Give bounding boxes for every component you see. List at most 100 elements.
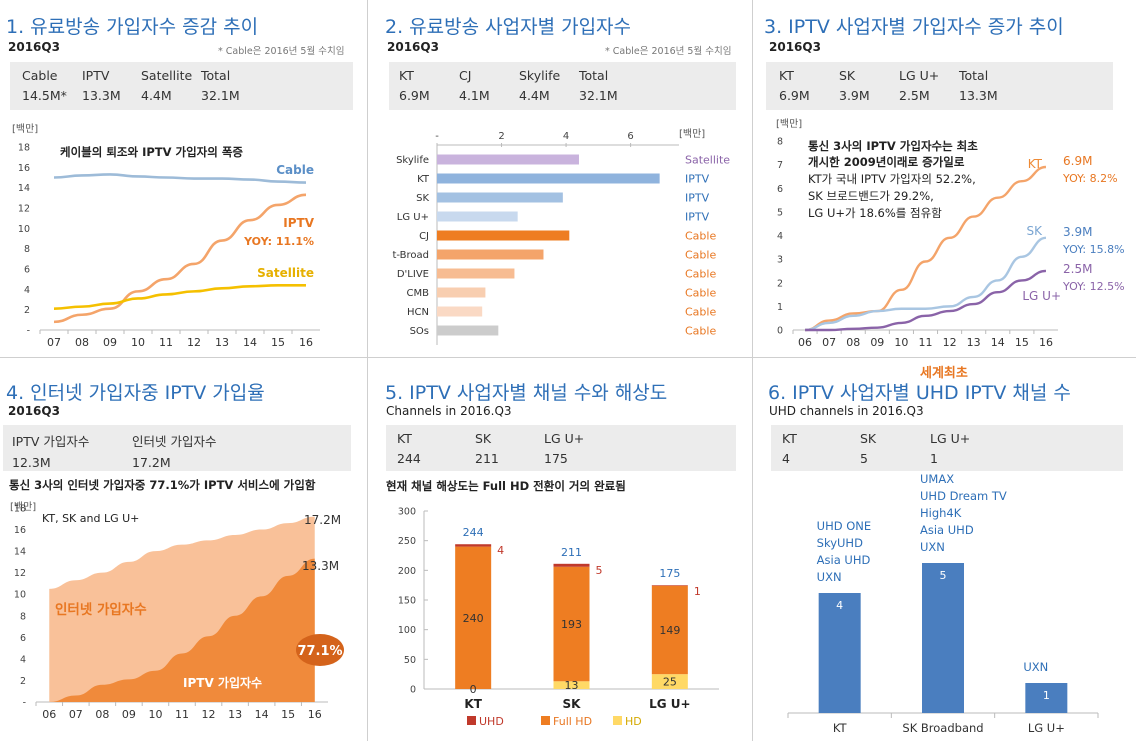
type-label: Cable (685, 306, 716, 319)
divider (367, 0, 368, 741)
bar (1025, 683, 1068, 713)
panel-title: 1. 유료방송 가입자수 증감 추이 (6, 16, 259, 38)
stat-label: Satellite (141, 68, 193, 83)
stat-value: 211 (475, 451, 499, 466)
stat-sk: SK 211 (475, 431, 499, 466)
bar-fullhd (651, 585, 688, 675)
channel-name: UXN (817, 570, 842, 584)
panel-title: 4. 인터넷 가입자중 IPTV 가입율 (6, 382, 265, 404)
y-tick-label: 200 (398, 566, 416, 577)
stat-value: 4.4M (519, 88, 550, 103)
chart-uhd-channels: 4 KT UHD ONE SkyUHD Asia UHD UXN 5 SK Broadband… (787, 472, 1099, 735)
stat-label: Total (959, 68, 989, 83)
stat-label: Total (201, 68, 231, 83)
stat-cable: Cable 14.5M* (22, 68, 67, 103)
type-label: Cable (685, 325, 716, 338)
y-tick-label: 0 (777, 326, 783, 337)
bar-hd (553, 681, 590, 689)
x-tick-label: 2 (498, 131, 504, 142)
data-label-fullhd: 240 (463, 612, 484, 625)
x-tick-label: 09 (870, 336, 884, 349)
stat-iptv-subs: IPTV 가입자수 12.3M (12, 431, 89, 470)
stat-value: 4.4M (141, 88, 172, 103)
y-tick-label: 10 (18, 224, 30, 235)
bar (437, 154, 579, 165)
bar (437, 249, 544, 260)
series-yoy-kt: YOY: 8.2% (1062, 172, 1118, 185)
series-label-iptv: IPTV (283, 216, 314, 230)
panel-channels: 5. IPTV 사업자별 채널 수와 해상도 Channels in 2016.… (379, 358, 746, 741)
x-tick-label: 06 (42, 708, 56, 721)
y-tick-label: 3 (777, 255, 783, 266)
x-tick-label: 09 (122, 708, 136, 721)
stat-box: IPTV 가입자수 12.3M 인터넷 가입자수 17.2M (3, 425, 351, 471)
x-tick-label: 12 (187, 336, 201, 349)
stat-value: 13.3M (959, 88, 998, 103)
category-label: CMB (407, 288, 430, 299)
series-line-lgu (805, 269, 1047, 332)
stat-box: KT 4 SK 5 LG U+ 1 (771, 425, 1123, 471)
x-tick-label: 4 (563, 131, 569, 142)
category-label: LG U+ (397, 212, 429, 223)
x-tick-label: 14 (991, 336, 1005, 349)
x-tick-label: 15 (1015, 336, 1029, 349)
channel-name: UMAX (920, 472, 954, 486)
y-tick-label: 4 (20, 654, 26, 665)
bar-uhd (553, 563, 590, 567)
bar (437, 192, 563, 203)
stat-value: 2.5M (899, 88, 930, 103)
ratio-badge (296, 634, 344, 666)
area-label-iptv: IPTV 가입자수 (183, 675, 262, 690)
category-label: SK (416, 193, 429, 204)
y-tick-label: 300 (398, 507, 416, 518)
series-value-sk: 3.9M (1063, 225, 1092, 239)
panel-iptv-trend: 3. IPTV 사업자별 가입자수 증가 추이 2016Q3 KT 6.9M SK… (758, 0, 1136, 357)
x-tick-label: 10 (894, 336, 908, 349)
annotation-line: SK 브로드밴드가 29.2%, (808, 189, 934, 203)
series-line-sk (804, 236, 1047, 332)
stat-value: 32.1M (201, 88, 240, 103)
y-tick-label: 8 (20, 611, 26, 622)
x-tick-label: 13 (967, 336, 981, 349)
x-tick-label: 11 (919, 336, 933, 349)
stat-value: 244 (397, 451, 421, 466)
y-tick-label: - (27, 326, 30, 337)
legend-label: Full HD (553, 715, 592, 728)
chart-headline: 케이블의 퇴조와 IPTV 가입자의 폭증 (60, 145, 243, 159)
category-label: LG U+ (1028, 721, 1065, 735)
y-tick-label: 10 (14, 590, 26, 601)
x-tick-label: 13 (215, 336, 229, 349)
stat-sk: SK 5 (860, 431, 876, 466)
stat-kt: KT 6.9M (779, 68, 810, 103)
stat-kt: KT 6.9M (399, 68, 430, 103)
y-tick-label: 7 (777, 160, 783, 171)
annotation-line: 통신 3사의 IPTV 가입자수는 최초 (808, 139, 978, 153)
stat-label: LG U+ (544, 431, 585, 446)
annotation-line: KT가 국내 IPTV 가입자의 52.2%, (808, 172, 976, 186)
y-tick-label: 0 (410, 685, 416, 696)
stat-value: 6.9M (779, 88, 810, 103)
data-label: 5 (940, 569, 947, 582)
bar (922, 563, 964, 713)
stat-kt: KT 4 (782, 431, 797, 466)
panel-note: * Cable은 2016년 5월 수치임 (605, 46, 732, 57)
series-label-lgu: LG U+ (1022, 289, 1061, 303)
data-label: 4 (836, 599, 843, 612)
end-value-iptv: 13.3M (302, 559, 339, 573)
stat-label: KT (782, 431, 797, 446)
y-tick-label: 8 (777, 137, 783, 148)
stat-label: KT (779, 68, 794, 83)
stat-value: 13.3M (82, 88, 121, 103)
x-tick-label: - (435, 131, 439, 142)
series-label-iptv-yoy: YOY: 11.1% (243, 235, 314, 248)
bar (437, 287, 486, 298)
stat-label: SK (475, 431, 492, 446)
legend-label: UHD (479, 715, 504, 728)
x-tick-label: 14 (243, 336, 257, 349)
chart-internet-iptv: 통신 3사의 인터넷 가입자중 77.1%가 IPTV 서비스에 가입함 [백만… (9, 478, 344, 721)
series-label-satellite: Satellite (257, 266, 314, 280)
chart-unit: [백만] (776, 118, 802, 130)
x-tick-label: 14 (255, 708, 269, 721)
bar (818, 593, 861, 713)
x-tick-label: 06 (798, 336, 812, 349)
